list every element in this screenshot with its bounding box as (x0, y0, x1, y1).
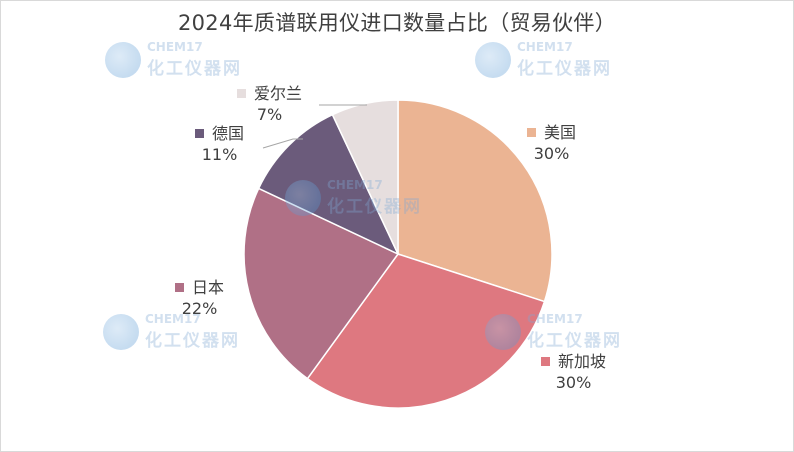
slice-name: 爱尔兰 (254, 84, 303, 103)
legend-swatch (195, 129, 204, 138)
legend-swatch (541, 357, 550, 366)
leader-line-germany (262, 138, 303, 149)
slice-percent: 22% (181, 299, 218, 318)
chart-title: 2024年质谱联用仪进口数量占比（贸易伙伴） (177, 11, 617, 35)
slice-percent: 11% (201, 145, 238, 164)
slice-name: 日本 (192, 278, 225, 297)
legend-swatch (175, 283, 184, 292)
slice-percent: 30% (555, 373, 592, 392)
pie-slice-0 (397, 99, 553, 303)
slice-percent: 30% (533, 144, 570, 163)
pie-slice-1 (306, 253, 546, 409)
slice-label-singapore: 新加坡 30% (541, 351, 606, 393)
slice-name: 德国 (212, 124, 245, 143)
slice-label-usa: 美国 30% (527, 122, 576, 164)
slice-label-ireland: 爱尔兰 7% (237, 83, 302, 125)
legend-swatch (237, 89, 246, 98)
slice-label-japan: 日本 22% (175, 277, 224, 319)
legend-swatch (527, 128, 536, 137)
pie-slice-4 (331, 99, 399, 255)
pie-slice-3 (257, 113, 400, 256)
slice-name: 美国 (544, 123, 577, 142)
slice-name: 新加坡 (558, 352, 607, 371)
slice-percent: 7% (256, 105, 283, 124)
slice-label-germany: 德国 11% (195, 123, 244, 165)
